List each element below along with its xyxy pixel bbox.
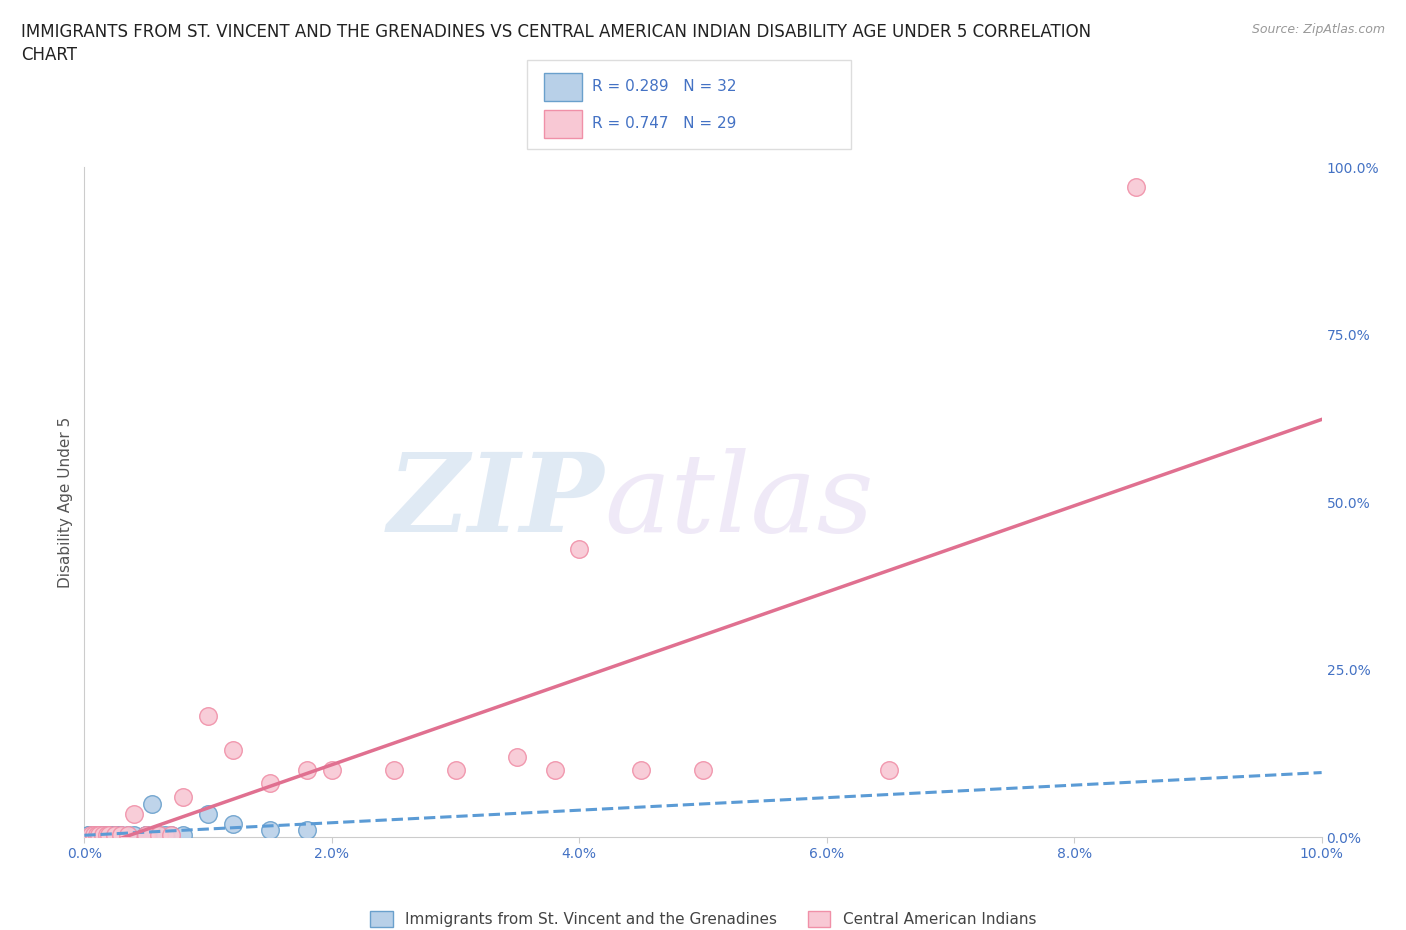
Point	[94, 828, 117, 843]
Point	[83, 828, 105, 843]
Point	[172, 828, 194, 843]
Point	[141, 796, 163, 811]
Point	[295, 763, 318, 777]
Point	[122, 806, 145, 821]
Text: atlas: atlas	[605, 448, 873, 556]
Point	[89, 828, 111, 843]
Text: R = 0.747   N = 29: R = 0.747 N = 29	[592, 116, 737, 131]
Point	[98, 828, 121, 843]
Point	[84, 828, 107, 843]
Text: IMMIGRANTS FROM ST. VINCENT AND THE GRENADINES VS CENTRAL AMERICAN INDIAN DISABI: IMMIGRANTS FROM ST. VINCENT AND THE GREN…	[21, 23, 1091, 41]
Y-axis label: Disability Age Under 5: Disability Age Under 5	[58, 417, 73, 588]
Point	[83, 828, 105, 843]
Legend: Immigrants from St. Vincent and the Grenadines, Central American Indians: Immigrants from St. Vincent and the Gren…	[364, 905, 1042, 930]
Point	[382, 763, 405, 777]
Point	[108, 828, 131, 843]
Point	[444, 763, 467, 777]
Point	[91, 828, 114, 843]
Point	[172, 790, 194, 804]
Point	[110, 828, 132, 843]
Point	[86, 828, 108, 843]
Point	[692, 763, 714, 777]
Point	[148, 828, 170, 843]
Text: ZIP: ZIP	[388, 448, 605, 556]
Point	[79, 828, 101, 843]
Point	[259, 823, 281, 838]
Point	[222, 742, 245, 757]
Point	[568, 541, 591, 556]
Point	[89, 828, 111, 843]
Point	[104, 828, 127, 843]
Point	[148, 828, 170, 843]
Point	[79, 828, 101, 843]
Point	[82, 828, 104, 843]
Text: R = 0.289   N = 32: R = 0.289 N = 32	[592, 79, 737, 95]
Point	[79, 828, 101, 843]
Point	[104, 828, 127, 843]
Point	[135, 828, 157, 843]
Point	[117, 828, 139, 843]
Point	[96, 828, 118, 843]
Point	[96, 828, 118, 843]
Point	[259, 776, 281, 790]
Point	[110, 828, 132, 843]
Point	[87, 828, 110, 843]
Point	[117, 828, 139, 843]
Point	[153, 828, 176, 843]
Text: CHART: CHART	[21, 46, 77, 64]
Point	[80, 828, 103, 843]
Point	[100, 828, 122, 843]
Point	[160, 828, 183, 843]
Point	[135, 828, 157, 843]
Point	[197, 806, 219, 821]
Point	[98, 828, 121, 843]
Point	[321, 763, 343, 777]
Point	[77, 828, 100, 843]
Point	[122, 828, 145, 843]
Point	[91, 828, 114, 843]
Point	[160, 828, 183, 843]
Point	[197, 709, 219, 724]
Point	[86, 828, 108, 843]
Point	[1125, 180, 1147, 195]
Point	[630, 763, 652, 777]
Point	[295, 823, 318, 838]
Point	[877, 763, 900, 777]
Point	[89, 828, 111, 843]
Point	[135, 828, 157, 843]
Text: Source: ZipAtlas.com: Source: ZipAtlas.com	[1251, 23, 1385, 36]
Point	[506, 750, 529, 764]
Point	[543, 763, 565, 777]
Point	[222, 817, 245, 831]
